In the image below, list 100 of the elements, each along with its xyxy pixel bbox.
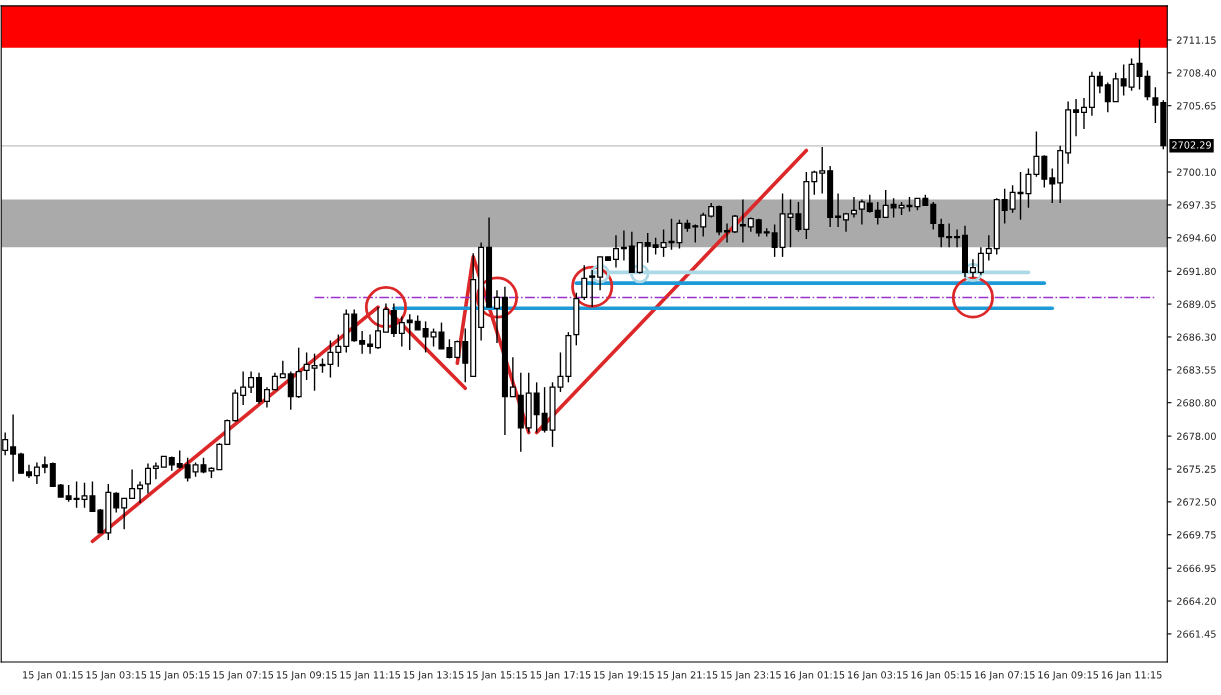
candlestick xyxy=(390,302,397,338)
y-tick-label: 2708.40 xyxy=(1177,69,1216,77)
y-tick-label: 2683.55 xyxy=(1177,366,1216,374)
y-tick-label: 2675.25 xyxy=(1177,465,1216,473)
candlestick xyxy=(1080,97,1087,130)
y-tick-label: 2705.65 xyxy=(1177,102,1216,110)
x-tick-label: 15 Jan 05:15 xyxy=(149,671,210,681)
x-tick-label: 15 Jan 01:15 xyxy=(23,671,83,681)
candlestick xyxy=(41,455,48,474)
candlestick xyxy=(858,198,865,226)
x-tick-label: 15 Jan 11:15 xyxy=(340,671,400,681)
x-tick-label: 15 Jan 07:15 xyxy=(213,671,274,681)
candlestick xyxy=(33,461,40,485)
candlestick xyxy=(597,256,604,292)
candlestick xyxy=(375,306,382,350)
candlestick xyxy=(644,232,651,264)
x-tick-label: 15 Jan 19:15 xyxy=(594,671,654,681)
candlestick xyxy=(287,370,294,411)
candlestick xyxy=(954,228,961,249)
y-tick-label: 2669.75 xyxy=(1177,531,1216,539)
candlestick xyxy=(144,462,151,495)
candlestick xyxy=(771,223,778,258)
candlestick xyxy=(1096,70,1103,94)
candlestick xyxy=(946,222,953,249)
candlestick xyxy=(10,413,17,483)
x-tick-label: 16 Jan 11:15 xyxy=(1101,671,1162,681)
candlestick xyxy=(184,456,191,483)
candlestick xyxy=(938,217,945,249)
candlestick xyxy=(739,198,746,244)
candlestick xyxy=(985,234,992,262)
candlestick xyxy=(303,351,310,381)
ref-line-label: 2702.29 xyxy=(1172,141,1211,149)
candlestick xyxy=(121,497,128,531)
candlestick xyxy=(1001,188,1008,225)
candlestick xyxy=(1104,81,1111,113)
y-tick-label: 2686.30 xyxy=(1177,333,1216,341)
candlestick xyxy=(612,234,619,269)
candlestick xyxy=(406,313,413,351)
y-tick-label: 2711.15 xyxy=(1177,36,1216,44)
candlestick xyxy=(620,229,627,262)
x-tick-label: 15 Jan 17:15 xyxy=(530,671,591,681)
y-tick-label: 2661.45 xyxy=(1177,630,1216,638)
candlestick xyxy=(248,370,255,394)
candlestick xyxy=(977,246,984,276)
y-tick-label: 2697.35 xyxy=(1177,201,1216,209)
y-tick-label: 2689.05 xyxy=(1177,300,1216,308)
candlestick xyxy=(224,418,231,446)
candlestick xyxy=(335,333,342,368)
x-tick-label: 16 Jan 01:15 xyxy=(784,671,845,681)
candlestick xyxy=(1120,63,1127,97)
x-tick-label: 15 Jan 03:15 xyxy=(86,671,147,681)
candlestick xyxy=(113,491,120,514)
candlestick xyxy=(819,146,826,195)
x-tick-label: 16 Jan 05:15 xyxy=(911,671,972,681)
x-tick-label: 16 Jan 09:15 xyxy=(1038,671,1099,681)
point xyxy=(951,276,994,319)
candlestick xyxy=(367,333,374,355)
candlestick xyxy=(263,386,270,409)
candlestick xyxy=(49,461,56,488)
candlestick xyxy=(359,330,366,355)
y-tick-label: 2694.60 xyxy=(1177,234,1216,242)
x-tick-label: 15 Jan 15:15 xyxy=(467,671,527,681)
y-tick-label: 2666.95 xyxy=(1177,564,1216,573)
candlestick xyxy=(930,201,937,231)
candlestick xyxy=(724,222,731,244)
y-tick-label: 2700.10 xyxy=(1177,168,1216,176)
x-tick-label: 16 Jan 07:15 xyxy=(974,671,1035,681)
candlestick xyxy=(398,315,405,348)
candlestick xyxy=(240,370,247,406)
y-tick-label: 2672.50 xyxy=(1177,498,1216,506)
candlestick xyxy=(581,264,588,301)
x-tick-label: 15 Jan 21:15 xyxy=(657,671,718,681)
x-tick-label: 16 Jan 03:15 xyxy=(848,671,908,681)
candlestick xyxy=(969,258,976,278)
y-tick-label: 2678.00 xyxy=(1177,432,1216,440)
candlestick xyxy=(279,360,286,379)
candlestick xyxy=(890,197,897,219)
candlestick xyxy=(509,356,516,398)
y-tick-label: 2664.20 xyxy=(1177,597,1216,605)
candlestick xyxy=(533,381,540,434)
candlestick xyxy=(1152,86,1159,124)
x-tick-label: 15 Jan 09:15 xyxy=(276,671,337,681)
candlestick xyxy=(835,192,842,228)
candlestick xyxy=(493,289,500,344)
candlestick xyxy=(1073,98,1080,137)
candlestick xyxy=(882,189,889,219)
candlestick xyxy=(152,461,159,480)
candlestick xyxy=(137,480,144,504)
candlestick xyxy=(874,201,881,226)
candlestick xyxy=(382,302,389,333)
candlestick xyxy=(589,269,596,308)
y-tick-label: 2680.80 xyxy=(1177,399,1216,407)
candlestick xyxy=(422,320,429,354)
point xyxy=(364,286,407,329)
candlestick xyxy=(1041,154,1048,189)
candlestick xyxy=(1033,130,1040,178)
candlestick xyxy=(129,468,136,499)
candlestick xyxy=(97,508,104,534)
candlestick xyxy=(462,327,469,384)
candlestick xyxy=(1049,167,1056,204)
